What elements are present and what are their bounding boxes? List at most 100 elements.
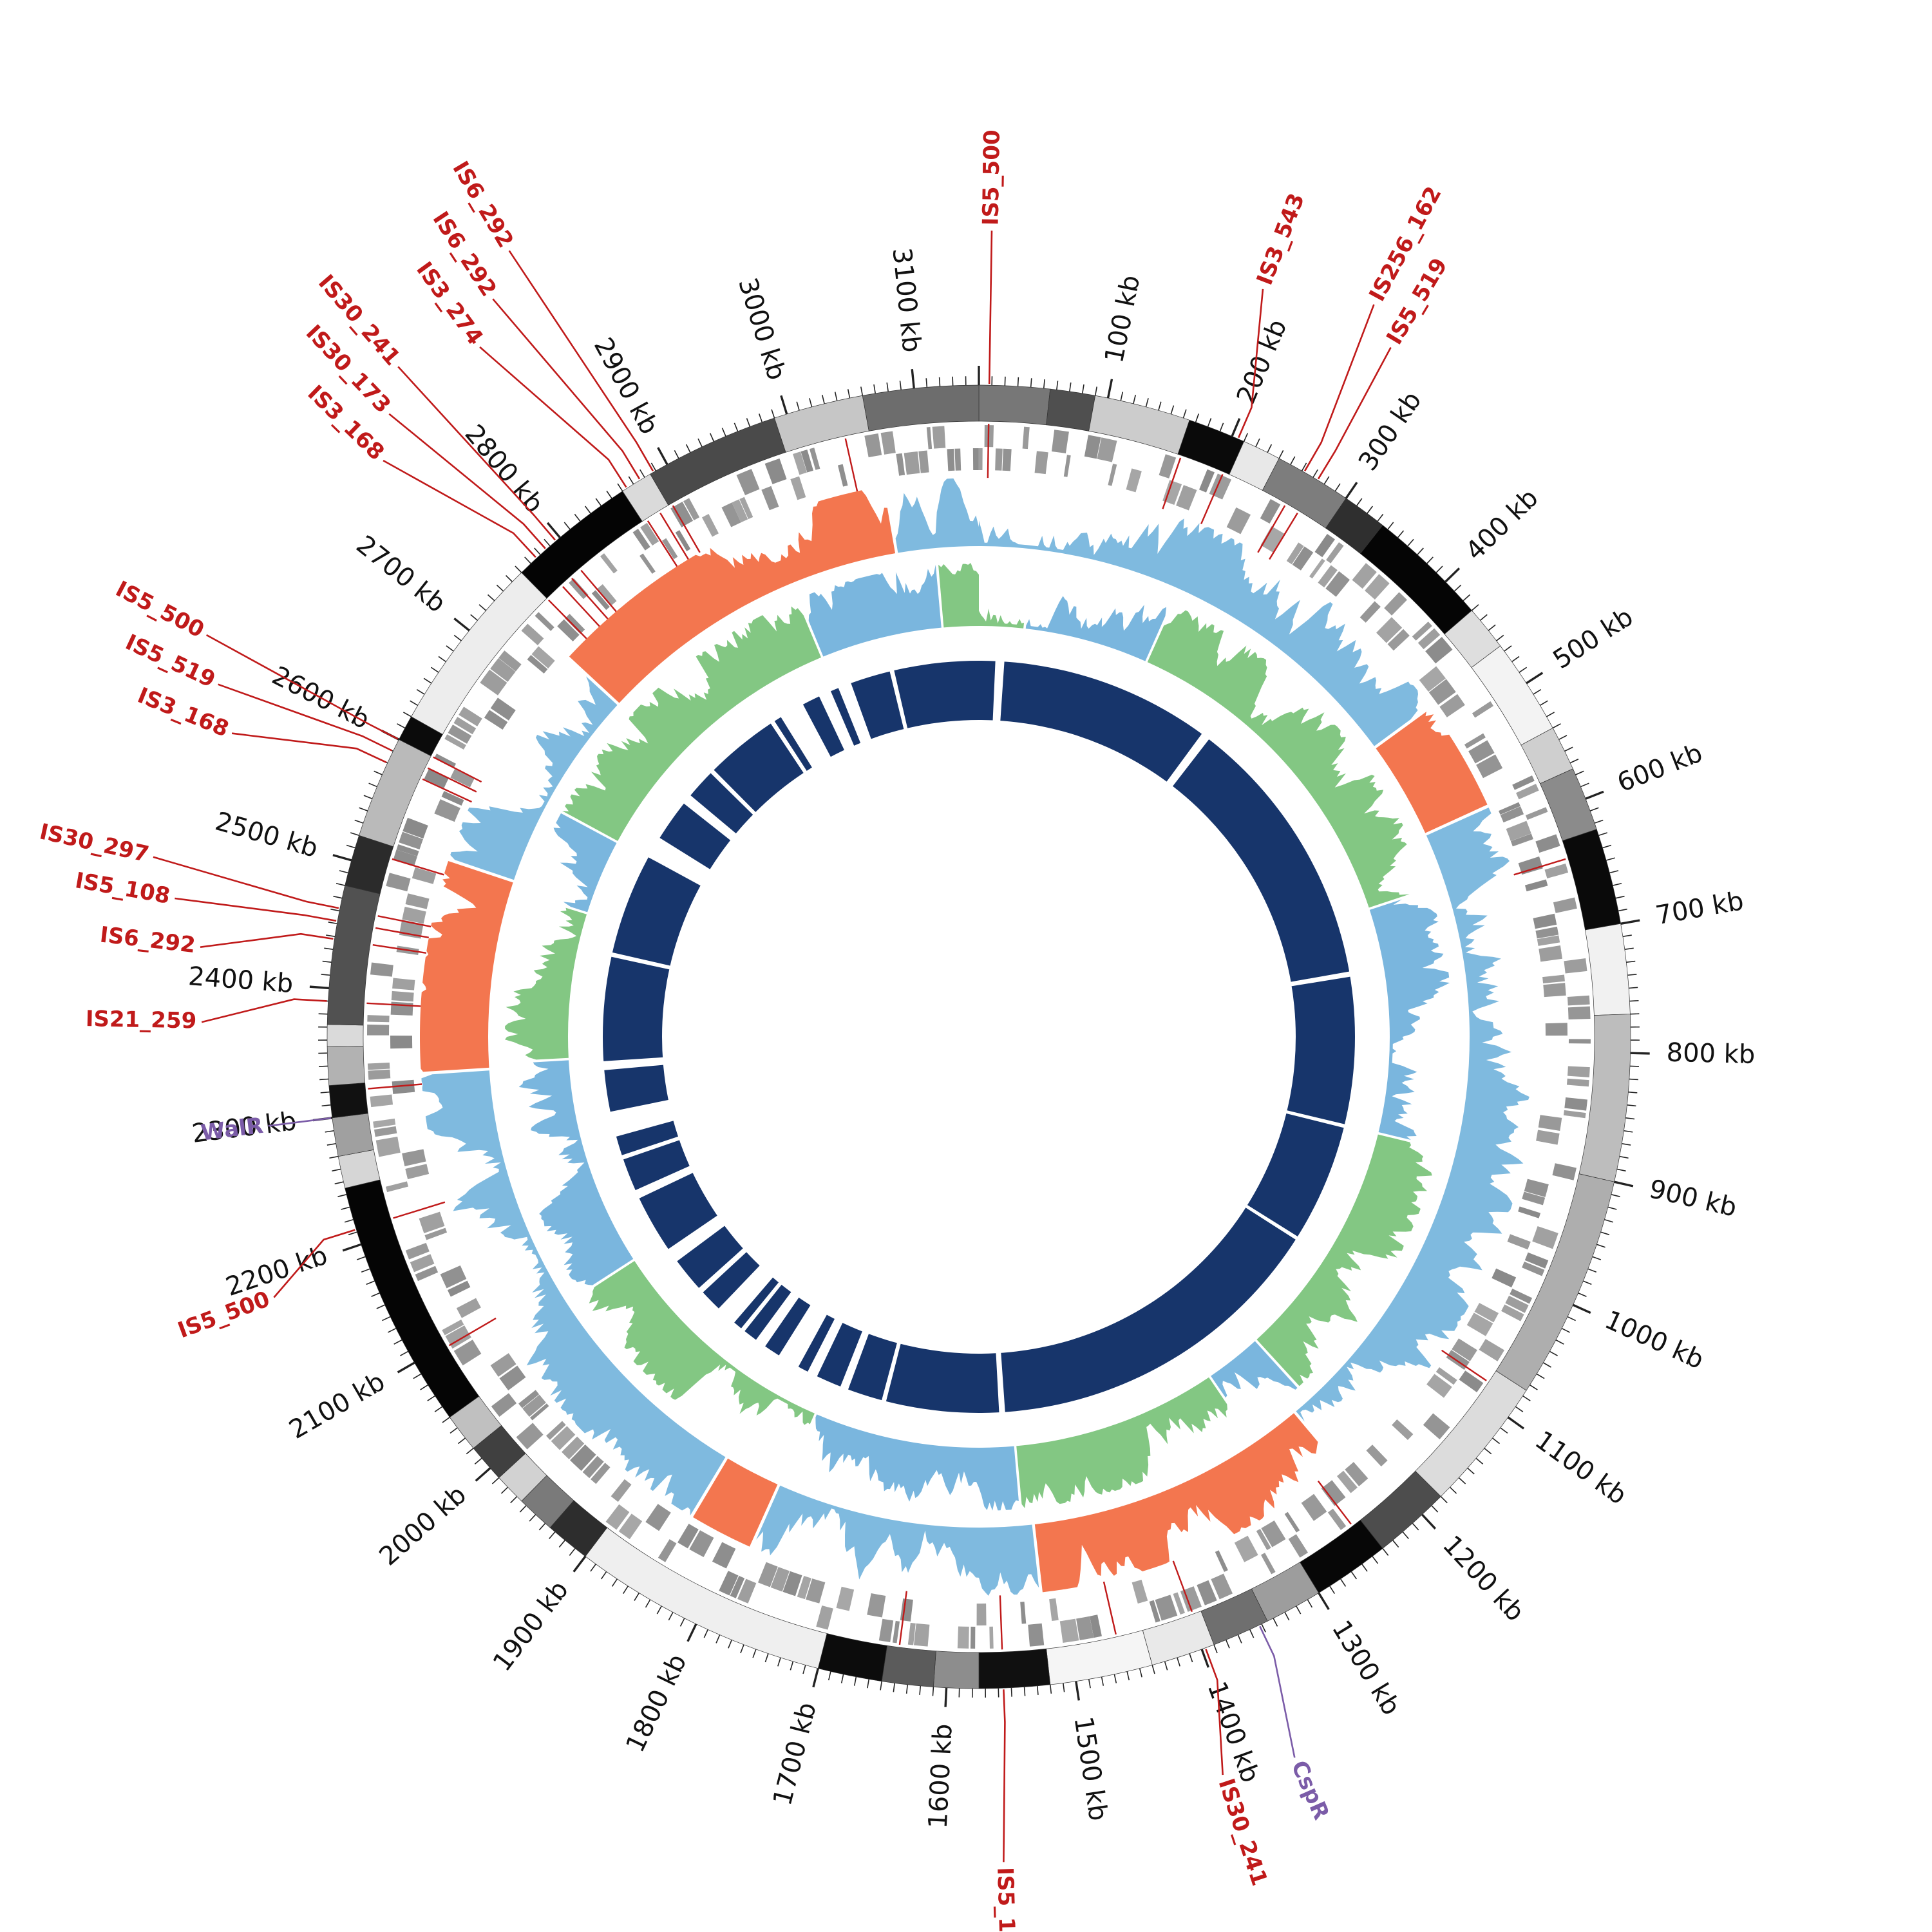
minor-tick	[674, 450, 679, 459]
red-mark	[1317, 1481, 1352, 1525]
minor-tick	[1278, 450, 1284, 459]
minor-tick	[1549, 1350, 1558, 1356]
gene-tile	[1501, 1304, 1524, 1321]
gene-tile	[770, 1567, 790, 1592]
minor-tick	[1312, 469, 1318, 478]
gene-tile	[761, 486, 779, 511]
minor-tick	[873, 384, 876, 393]
track-area	[562, 606, 822, 841]
tick-label: 2700 kb	[350, 530, 451, 619]
minor-tick	[1543, 1362, 1551, 1368]
track-area	[1016, 1377, 1227, 1508]
minor-tick	[1440, 1496, 1448, 1504]
minor-tick	[446, 645, 454, 652]
gene-tile	[399, 831, 423, 849]
gene-tile	[701, 514, 719, 537]
gene-tile	[1532, 1226, 1558, 1249]
major-tick	[1106, 379, 1113, 399]
gene-tile	[878, 1618, 894, 1642]
minor-tick	[1564, 746, 1573, 752]
gene-tile	[1284, 1511, 1300, 1533]
red-mark	[1513, 858, 1566, 876]
minor-tick	[524, 556, 531, 564]
gene-tile	[1507, 1234, 1531, 1250]
gene-tile	[757, 1562, 778, 1587]
core-ring-gap	[996, 1352, 1005, 1414]
minor-tick	[703, 1629, 708, 1638]
major-tick	[687, 1624, 697, 1642]
gene-tile	[434, 799, 460, 822]
gene-tile	[662, 538, 678, 560]
tick-label: 1600 kb	[923, 1723, 958, 1829]
red-mark	[987, 424, 990, 478]
gene-tile	[1286, 542, 1304, 565]
minor-tick	[1207, 418, 1212, 427]
annotation-leader-line	[1205, 1649, 1224, 1776]
gene-tile	[453, 717, 477, 735]
red-mark	[1441, 1349, 1487, 1381]
gene-tile	[1336, 1470, 1358, 1493]
minor-tick	[1492, 1437, 1500, 1444]
major-tick	[1620, 919, 1640, 925]
gene-tile	[913, 1623, 930, 1647]
gene-tile	[1211, 1573, 1233, 1600]
gene-tile	[1108, 464, 1117, 486]
gene-tile	[402, 1149, 426, 1166]
gene-tile	[551, 1426, 576, 1450]
minor-tick	[1467, 1468, 1475, 1475]
minor-tick	[1530, 1384, 1538, 1390]
gene-tile	[1506, 820, 1531, 841]
minor-tick	[1189, 1653, 1193, 1663]
minor-tick	[400, 1350, 409, 1356]
axis-ticks	[309, 366, 1650, 1707]
tick-label: 2800 kb	[459, 419, 549, 518]
tick-label: 400 kb	[1460, 483, 1544, 566]
gene-tile	[490, 697, 516, 721]
core-ring-gap	[621, 1136, 680, 1160]
gene-tile	[1076, 1616, 1094, 1640]
minor-tick	[606, 490, 612, 499]
annotation-label: IS5_197	[992, 1867, 1020, 1932]
gene-tile	[907, 1622, 916, 1645]
gene-tile	[1159, 454, 1177, 478]
minor-tick	[371, 1293, 380, 1297]
gene-tile	[1476, 754, 1503, 779]
ideogram-segment	[327, 1045, 366, 1086]
tick-label: 2000 kb	[374, 1480, 472, 1571]
minor-tick	[1307, 1599, 1313, 1608]
ideogram-segment	[1046, 388, 1096, 431]
minor-tick	[337, 1194, 347, 1197]
gene-tile	[1084, 435, 1101, 459]
minor-tick	[1596, 1244, 1605, 1248]
track-area	[505, 907, 587, 1060]
gene-tile	[1314, 534, 1336, 558]
major-tick	[397, 1361, 415, 1374]
minor-tick	[1133, 395, 1137, 404]
red-mark	[375, 927, 430, 939]
minor-tick	[453, 634, 462, 641]
ideogram-segment	[862, 384, 980, 431]
gene-tile	[1537, 935, 1560, 946]
minor-tick	[1622, 934, 1632, 937]
gene-tile	[393, 849, 417, 866]
minor-tick	[330, 908, 340, 912]
core-ring-gap	[840, 1331, 869, 1390]
track-area	[808, 565, 942, 657]
gene-tile	[989, 1626, 994, 1649]
minor-tick	[1249, 1629, 1255, 1638]
red-mark	[999, 1595, 1003, 1650]
minor-tick	[341, 1206, 350, 1210]
tick-label: 300 kb	[1353, 386, 1428, 477]
minor-tick	[853, 1676, 857, 1686]
minor-tick	[534, 547, 541, 555]
gene-tile	[1464, 733, 1486, 749]
minor-tick	[634, 1593, 639, 1601]
red-mark	[366, 1002, 421, 1007]
gene-tile	[836, 1586, 855, 1611]
gene-tile	[737, 1578, 757, 1604]
gene-tile	[632, 529, 650, 551]
gene-tile	[570, 1444, 596, 1471]
red-mark	[1103, 1581, 1117, 1635]
core-ring-gap	[819, 690, 855, 751]
gene-tile	[867, 1593, 886, 1618]
